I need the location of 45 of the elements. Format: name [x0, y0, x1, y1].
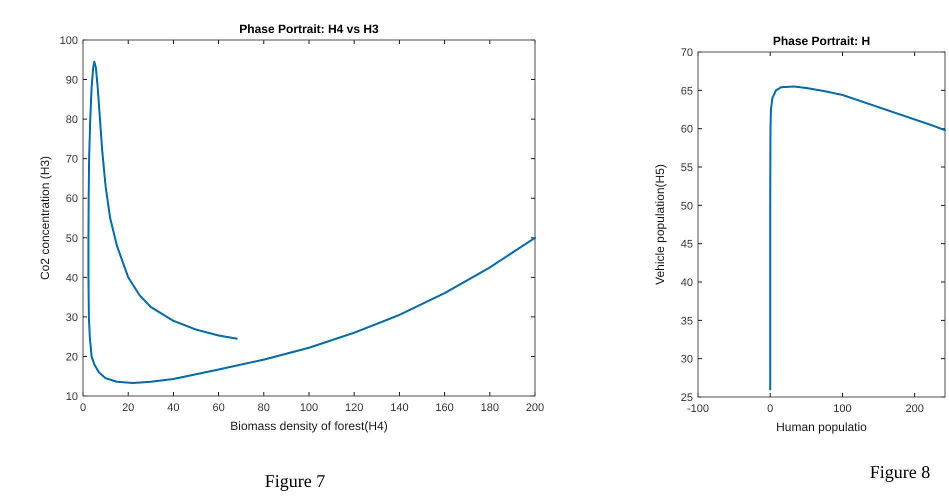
y-tick-label: 50	[680, 200, 693, 212]
x-tick-label: 100	[833, 403, 852, 415]
y-tick-label: 25	[680, 392, 693, 404]
x-tick-label: -100	[686, 403, 710, 415]
y-tick-label: 80	[66, 114, 78, 126]
y-tick-label: 35	[680, 315, 693, 328]
y-tick-label: 65	[680, 85, 693, 98]
x-axis-title: Human populatio	[776, 420, 868, 434]
y-tick-label: 30	[66, 312, 78, 324]
x-tick-label: 160	[435, 402, 454, 414]
x-tick-label: 20	[122, 402, 134, 414]
x-tick-label: 200	[526, 402, 544, 414]
x-tick-label: 120	[345, 402, 364, 414]
line-series	[769, 86, 946, 390]
y-tick-label: 70	[66, 154, 78, 166]
line-series	[87, 60, 536, 384]
y-axis-title: Vehicle population(H5)	[653, 164, 667, 285]
y-tick-label: 40	[66, 272, 78, 284]
y-tick-label: 60	[66, 193, 78, 206]
x-tick-label: 0	[767, 403, 774, 415]
chart-title: Phase Portrait: H4 vs H3	[239, 22, 380, 36]
y-tick-label: 50	[66, 232, 78, 245]
y-tick-label: 55	[680, 162, 693, 174]
x-tick-label: 180	[480, 402, 499, 414]
x-tick-label: 200	[905, 403, 924, 415]
x-tick-label: 60	[212, 402, 225, 414]
y-tick-label: 60	[680, 124, 693, 136]
y-tick-label: 90	[66, 74, 78, 87]
y-tick-label: 30	[680, 354, 693, 366]
chart-title: Phase Portrait: H	[772, 34, 870, 48]
x-axis-title: Biomass density of forest(H4)	[230, 419, 388, 433]
x-tick-label: 0	[80, 402, 86, 414]
x-tick-label: 140	[390, 402, 409, 414]
x-tick-label: 40	[167, 402, 180, 414]
y-tick-label: 20	[66, 351, 78, 364]
x-tick-label: 100	[300, 402, 318, 414]
y-tick-label: 40	[680, 277, 693, 289]
y-tick-label: 10	[66, 391, 78, 403]
caption: Figure 7	[264, 471, 326, 491]
x-tick-label: 80	[258, 402, 270, 414]
y-tick-label: 70	[680, 47, 693, 59]
y-tick-label: 45	[680, 238, 693, 251]
y-tick-label: 100	[60, 35, 78, 47]
y-axis-title: Co2 concentration (H3)	[38, 156, 52, 280]
caption: Figure 8	[870, 462, 930, 482]
